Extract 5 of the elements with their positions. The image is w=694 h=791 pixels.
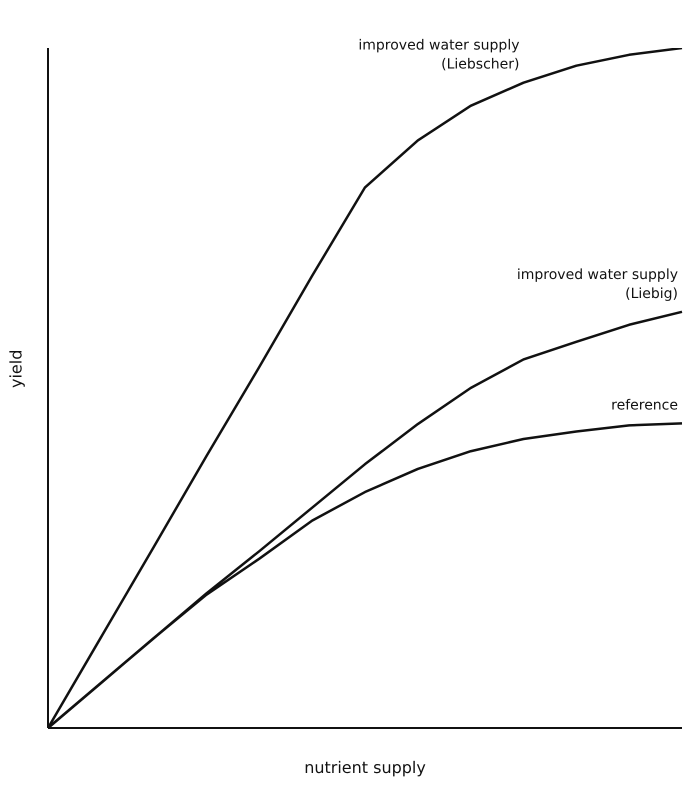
y-axis-title: yield: [6, 350, 26, 388]
x-axis-title: nutrient supply: [304, 758, 426, 777]
series-label: improved water supply (Liebscher): [358, 38, 520, 73]
series-label: reference: [611, 397, 678, 414]
series-label: improved water supply (Liebig): [516, 266, 678, 302]
